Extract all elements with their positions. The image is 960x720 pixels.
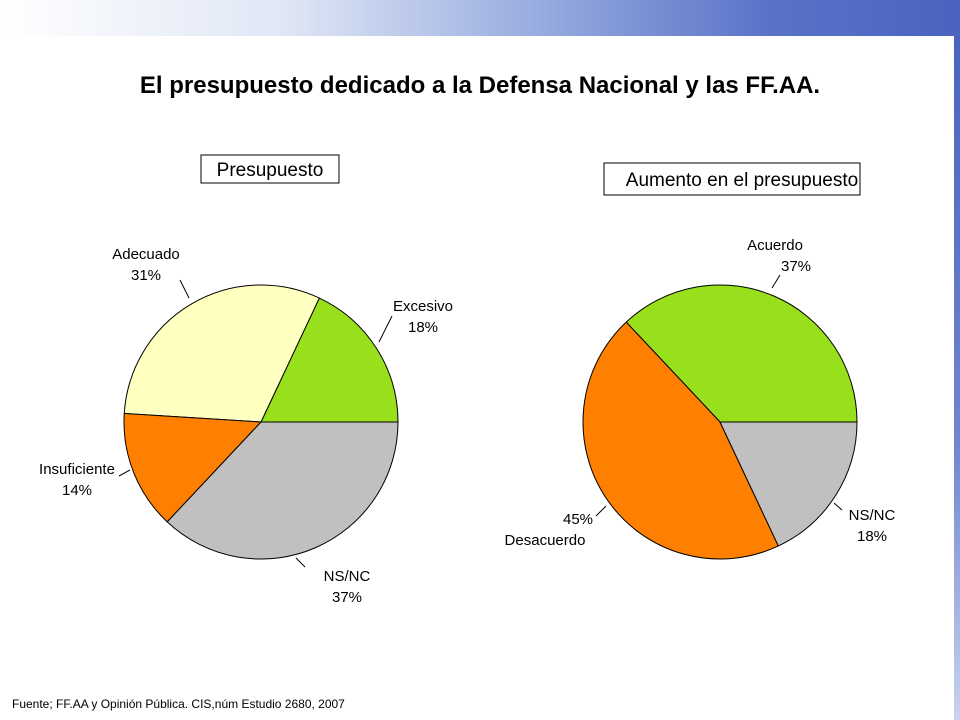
pie-chart-aumento: Aumento en el presupuesto Acuerdo 37% 45% De… bbox=[505, 162, 896, 560]
slice-value-label: 45% bbox=[563, 511, 593, 528]
page-title: El presupuesto dedicado a la Defensa Nac… bbox=[139, 72, 821, 99]
right-gradient-band bbox=[954, 36, 960, 720]
leader-line bbox=[179, 279, 190, 299]
slice-category-label: Adecuado bbox=[112, 246, 180, 263]
slice-value-label: 31% bbox=[131, 267, 161, 284]
leader-line bbox=[833, 502, 843, 511]
pie-slice-acuerdo bbox=[625, 284, 858, 423]
pie-slice-excesivo bbox=[260, 297, 399, 423]
pie-slice-desacuerdo bbox=[582, 321, 779, 560]
pie-slice-insuficiente bbox=[123, 412, 263, 523]
slice-category-label: Excesivo bbox=[393, 298, 453, 315]
leader-line bbox=[378, 315, 393, 343]
source-footnote: Fuente; FF.AA y Opinión Pública. CIS,núm… bbox=[12, 697, 345, 711]
chart-title: Presupuesto bbox=[217, 160, 324, 181]
slice-category-label: NS/NC bbox=[849, 507, 896, 524]
pie-slice-ns-nc bbox=[166, 421, 399, 560]
leader-line bbox=[771, 274, 781, 289]
slice-category-label: Acuerdo bbox=[747, 237, 803, 254]
chart-title-box bbox=[603, 162, 861, 196]
header-gradient-band bbox=[0, 0, 960, 36]
pie-slice-adecuado bbox=[123, 284, 320, 423]
leader-line bbox=[295, 557, 306, 568]
slice-value-label: 37% bbox=[332, 589, 362, 606]
slice-value-label: 18% bbox=[408, 319, 438, 336]
slice-category-label: NS/NC bbox=[324, 568, 371, 585]
chart-title: Aumento en el presupuesto bbox=[626, 170, 858, 191]
leader-line bbox=[595, 505, 607, 517]
chart-title-box bbox=[200, 154, 340, 184]
leader-line bbox=[118, 469, 131, 477]
slice-category-label: Desacuerdo bbox=[505, 532, 586, 549]
slice-category-label: Insuficiente bbox=[39, 461, 115, 478]
slice-value-label: 37% bbox=[781, 258, 811, 275]
pie-chart-presupuesto: Presupuesto Excesivo 18% Adecuado 31% Insufic… bbox=[39, 154, 453, 606]
pie-slice-ns-nc bbox=[719, 421, 858, 547]
slice-value-label: 14% bbox=[62, 482, 92, 499]
slice-value-label: 18% bbox=[857, 528, 887, 545]
